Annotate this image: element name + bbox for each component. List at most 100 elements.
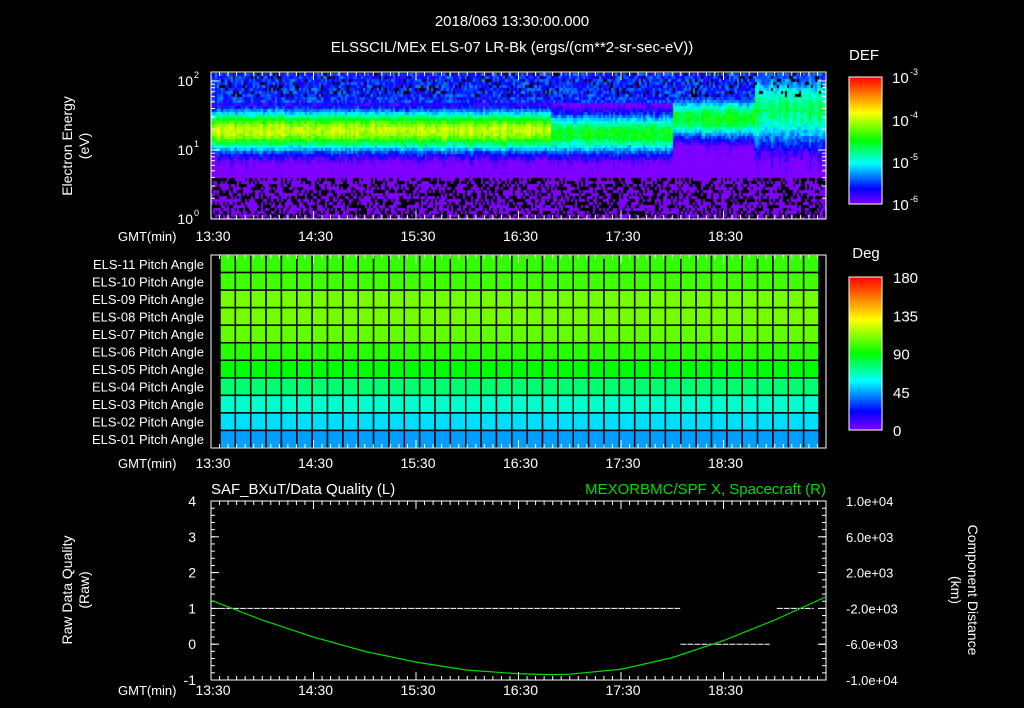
pitch-angle-cell <box>587 271 605 291</box>
pitch-angle-cell <box>664 324 682 344</box>
pitch-angle-cell <box>296 412 313 432</box>
pitch-angle-cell <box>511 271 528 291</box>
pitch-angle-cell <box>326 359 344 379</box>
colorbar-def-label: DEF <box>849 47 879 64</box>
pitch-angle-cell <box>495 412 513 432</box>
pitch-angle-cell <box>633 271 651 291</box>
x-tick-label: 13:30 <box>195 228 230 244</box>
pitch-angle-cell <box>741 289 759 309</box>
pitch-angle-cell <box>541 271 559 291</box>
x-tick-label: 14:30 <box>298 682 333 698</box>
pitch-angle-cell <box>618 254 636 274</box>
x-tick-label: 15:30 <box>400 228 435 244</box>
x-tick-label: 17:30 <box>605 682 640 698</box>
pitch-angle-cell <box>372 429 390 449</box>
right-tick-label: 6.0e+03 <box>846 530 893 545</box>
pitch-angle-cell <box>680 306 697 326</box>
pitch-angle-cell <box>495 341 513 362</box>
pitch-angle-cell <box>633 412 651 432</box>
pitch-angle-cell <box>342 359 359 379</box>
pitch-angle-cell <box>418 306 436 326</box>
pitch-angle-cell <box>756 341 774 362</box>
pitch-angle-cell <box>311 359 329 379</box>
pitch-angle-cell <box>265 377 283 397</box>
pitch-angle-cell <box>633 254 651 274</box>
pitch-angle-cell <box>326 324 344 344</box>
pitch-angle-cell <box>311 341 329 362</box>
pitch-angle-cell <box>802 289 820 309</box>
pitch-angle-cell <box>649 359 667 379</box>
spectrogram-title: ELSSCIL/MEx ELS-07 LR-Bk (ergs/(cm**2-sr… <box>331 39 694 56</box>
pitch-angle-cell <box>618 324 636 344</box>
pitch-angle-cell <box>756 394 774 414</box>
pitch-angle-cell <box>449 394 467 414</box>
pitch-angle-cell <box>603 412 621 432</box>
pitch-angle-cell <box>541 306 559 326</box>
pitch-angle-cell <box>633 289 651 309</box>
y-tick-exponent: 1 <box>194 139 199 149</box>
pitch-angle-cell <box>541 394 559 414</box>
pitch-angle-cell <box>695 341 713 362</box>
pitch-angle-cell <box>265 412 283 432</box>
pitch-angle-cell <box>756 271 774 291</box>
pitch-angle-cell <box>296 306 313 326</box>
quality-title: SAF_BXuT/Data Quality (L) <box>211 481 395 498</box>
right-tick-label: 2.0e+03 <box>846 566 893 581</box>
pitch-angle-cell <box>372 412 390 432</box>
spacecraft-x-position-line <box>210 596 827 676</box>
pitch-angle-cell <box>633 429 651 449</box>
pitch-angle-cell <box>664 254 682 274</box>
pitch-angle-cell <box>434 429 452 449</box>
pitch-angle-cell <box>618 377 636 397</box>
pitch-angle-cell <box>388 271 406 291</box>
pitch-angle-cell <box>603 341 621 362</box>
pitch-angle-cell <box>372 306 390 326</box>
left-tick-label: 3 <box>188 529 196 545</box>
pitch-angle-cell <box>633 394 651 414</box>
pitch-angle-cell <box>787 429 805 449</box>
pitch-angle-cell <box>403 429 421 449</box>
pitch-angle-cell <box>526 306 544 326</box>
pitch-angle-cell <box>526 271 544 291</box>
pitch-angle-cell <box>296 271 313 291</box>
pitch-angle-cell <box>388 324 406 344</box>
pitch-angle-cell <box>434 271 452 291</box>
x-axis-label: GMT(min) <box>118 683 177 698</box>
pitch-angle-cell <box>787 394 805 414</box>
pitch-angle-cell <box>464 324 482 344</box>
pitch-angle-cell <box>495 394 513 414</box>
pitch-angle-cell <box>572 377 590 397</box>
pitch-angle-cell <box>234 254 252 274</box>
pitch-angle-cell <box>695 359 713 379</box>
pitch-angle-cell <box>541 429 559 449</box>
pitch-angle-cell <box>357 377 375 397</box>
pitch-angle-cell <box>434 394 452 414</box>
pitch-angle-cell <box>756 254 774 274</box>
pitch-angle-cell <box>326 412 344 432</box>
pitch-angle-cell <box>388 377 406 397</box>
pitch-angle-cell <box>695 429 713 449</box>
x-tick-label: 18:30 <box>708 682 743 698</box>
pitch-angle-cell <box>572 341 590 362</box>
y-tick-exponent: 2 <box>194 70 199 80</box>
pitch-angle-cell <box>603 254 621 274</box>
pitch-angle-cell <box>495 377 513 397</box>
pitch-angle-cell <box>587 412 605 432</box>
pitch-angle-cell <box>664 306 682 326</box>
pitch-angle-cell <box>388 289 406 309</box>
pitch-angle-cell <box>664 289 682 309</box>
pitch-angle-cell <box>587 359 605 379</box>
pitch-angle-cell <box>372 394 390 414</box>
pitch-angle-cell <box>280 394 298 414</box>
pitch-angle-cell <box>695 377 713 397</box>
pitch-angle-cell <box>587 324 605 344</box>
x-tick-label: 16:30 <box>503 682 538 698</box>
pitch-angle-cell <box>741 254 759 274</box>
pitch-angle-cell <box>557 429 575 449</box>
pitch-angle-cell <box>434 254 452 274</box>
left-tick-label: 0 <box>188 636 196 652</box>
pitch-angle-cell <box>603 377 621 397</box>
pitch-angle-cell <box>726 306 743 326</box>
pitch-angle-cell <box>649 429 667 449</box>
pitch-angle-cell <box>311 289 329 309</box>
